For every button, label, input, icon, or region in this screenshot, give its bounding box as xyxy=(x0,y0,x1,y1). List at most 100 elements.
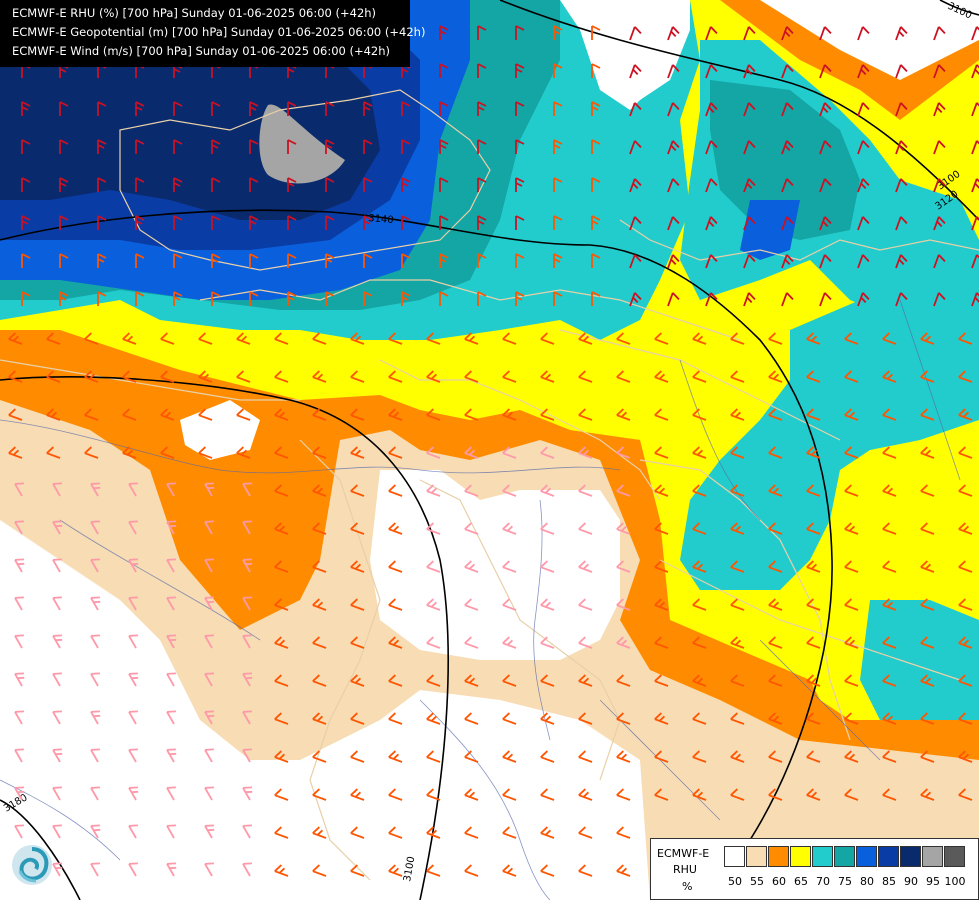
wind-barb-icon xyxy=(204,786,214,801)
legend-swatch xyxy=(878,846,899,867)
wind-barb-icon xyxy=(515,291,525,306)
wind-barb-icon xyxy=(933,102,946,117)
wind-barb-icon xyxy=(464,712,479,725)
wind-barb-icon xyxy=(553,25,563,40)
wind-barb-icon xyxy=(692,788,707,801)
wind-barb-icon xyxy=(502,522,517,535)
wind-barb-icon xyxy=(166,558,176,573)
wind-barb-icon xyxy=(616,636,631,649)
wind-barb-icon xyxy=(692,446,707,459)
wind-barb-icon xyxy=(160,408,175,421)
wind-barb-icon xyxy=(8,408,23,421)
wind-barb-icon xyxy=(540,826,555,839)
wind-barb-icon xyxy=(553,139,563,154)
wind-barb-icon xyxy=(236,332,251,345)
wind-barb-icon xyxy=(629,26,642,41)
wind-barb-icon xyxy=(806,598,821,611)
wind-barb-icon xyxy=(236,370,251,383)
legend-tick-label: 60 xyxy=(772,875,786,888)
wind-barb-icon xyxy=(312,370,327,383)
wind-barb-icon xyxy=(388,826,403,839)
wind-barb-icon xyxy=(128,710,138,725)
wind-barb-icon xyxy=(166,862,177,877)
wind-barb-icon xyxy=(350,750,365,763)
wind-barb-icon xyxy=(52,862,63,877)
wind-barb-icon xyxy=(426,484,441,497)
wind-barb-icon xyxy=(439,177,449,192)
wind-barb-icon xyxy=(819,26,832,41)
wind-barb-icon xyxy=(439,63,449,78)
wind-barb-icon xyxy=(439,101,449,116)
wind-barb-icon xyxy=(502,712,517,725)
wind-barb-icon xyxy=(692,636,707,649)
wind-barb-icon xyxy=(730,484,745,497)
wind-barb-icon xyxy=(616,522,631,535)
wind-barb-icon xyxy=(705,140,718,155)
wind-barb-icon xyxy=(363,177,373,192)
wind-barb-icon xyxy=(401,101,411,116)
wind-barb-icon xyxy=(52,558,62,573)
wind-barb-icon xyxy=(781,102,794,117)
wind-barb-icon xyxy=(166,748,177,763)
legend-swatch xyxy=(856,846,877,867)
wind-barb-icon xyxy=(426,636,441,649)
wind-barb-icon xyxy=(692,332,707,345)
wind-barb-icon xyxy=(844,636,859,649)
wind-barb-icon xyxy=(325,291,335,306)
wind-barb-icon xyxy=(14,634,24,649)
wind-barb-icon xyxy=(464,826,479,839)
wind-barb-icon xyxy=(515,215,525,230)
wind-barb-icon xyxy=(135,215,145,230)
wind-barb-icon xyxy=(692,370,707,383)
wind-barb-icon xyxy=(274,598,289,611)
wind-barb-icon xyxy=(857,216,870,231)
wind-barb-icon xyxy=(844,712,859,725)
wind-barb-icon xyxy=(236,408,251,421)
wind-barb-icon xyxy=(540,674,555,687)
legend-swatch xyxy=(900,846,921,867)
wind-barb-icon xyxy=(477,101,487,116)
wind-barb-icon xyxy=(882,598,897,611)
wind-barb-icon xyxy=(502,484,517,497)
wind-barb-icon xyxy=(920,560,935,573)
title-line-geopotential: ECMWF-E Geopotential (m) [700 hPa] Sunda… xyxy=(12,25,426,39)
wind-barb-icon xyxy=(958,750,973,763)
wind-barb-icon xyxy=(439,215,449,230)
wind-barb-icon xyxy=(730,750,745,763)
wind-barb-icon xyxy=(515,25,525,40)
wind-barb-icon xyxy=(768,636,783,649)
wind-barb-icon xyxy=(350,332,365,345)
legend-model: ECMWF-E xyxy=(657,847,710,860)
wind-barb-icon xyxy=(515,139,525,154)
wind-barb-icon xyxy=(654,332,669,345)
wind-barb-icon xyxy=(857,178,870,193)
wind-barb-icon xyxy=(312,408,327,421)
wind-barb-icon xyxy=(882,560,897,573)
wind-barb-icon xyxy=(895,140,908,155)
wind-barb-icon xyxy=(173,177,183,192)
wind-barb-icon xyxy=(14,482,24,497)
wind-barb-icon xyxy=(426,788,441,801)
legend-tick-label: 80 xyxy=(860,875,874,888)
wind-barb-icon xyxy=(242,710,252,725)
wind-barb-icon xyxy=(616,408,631,421)
wind-barb-icon xyxy=(540,788,555,801)
wind-barb-icon xyxy=(768,674,783,687)
wind-barb-icon xyxy=(211,177,221,192)
wind-barb-icon xyxy=(249,177,259,192)
legend-tick-label: 65 xyxy=(794,875,808,888)
wind-barb-icon xyxy=(477,63,487,78)
wind-barb-icon xyxy=(958,522,973,535)
wind-barb-icon xyxy=(388,750,403,763)
wind-barb-icon xyxy=(426,712,441,725)
wind-barb-icon xyxy=(591,25,601,40)
wind-barb-icon xyxy=(958,484,973,497)
wind-barb-icon xyxy=(730,788,745,801)
wind-barb-icon xyxy=(21,101,31,116)
wind-barb-icon xyxy=(204,710,215,725)
wind-barb-icon xyxy=(819,292,832,307)
wind-barb-icon xyxy=(933,178,946,193)
wind-barb-icon xyxy=(971,254,979,269)
wind-barb-icon xyxy=(920,332,935,345)
